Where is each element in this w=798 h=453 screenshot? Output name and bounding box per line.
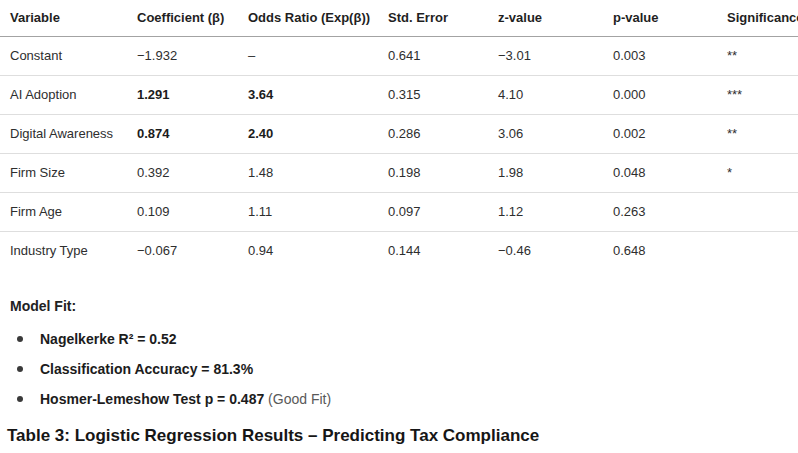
table-head: VariableCoefficient (β)Odds Ratio (Exp(β… [0, 0, 798, 36]
column-header-odds-ratio-exp: Odds Ratio (Exp(β)) [248, 0, 388, 36]
cell-odds-ratio: 1.48 [248, 153, 388, 192]
cell-significance [727, 231, 798, 270]
cell-coefficient: 0.392 [137, 153, 248, 192]
regression-results-table: VariableCoefficient (β)Odds Ratio (Exp(β… [0, 0, 798, 270]
cell-p-value: 0.002 [613, 114, 727, 153]
table-row: AI Adoption1.2913.640.3154.100.000*** [0, 75, 798, 114]
column-header-variable: Variable [0, 0, 137, 36]
cell-z-value: 3.06 [498, 114, 613, 153]
cell-coefficient: −1.932 [137, 36, 248, 75]
cell-z-value: 1.12 [498, 192, 613, 231]
cell-odds-ratio: 0.94 [248, 231, 388, 270]
cell-coefficient: 0.874 [137, 114, 248, 153]
cell-z-value: 4.10 [498, 75, 613, 114]
cell-std-error: 0.286 [388, 114, 498, 153]
cell-significance [727, 192, 798, 231]
cell-p-value: 0.003 [613, 36, 727, 75]
cell-p-value: 0.263 [613, 192, 727, 231]
column-header-std-error: Std. Error [388, 0, 498, 36]
cell-significance: * [727, 153, 798, 192]
column-header-coefficient: Coefficient (β) [137, 0, 248, 36]
cell-z-value: 1.98 [498, 153, 613, 192]
cell-std-error: 0.097 [388, 192, 498, 231]
cell-std-error: 0.198 [388, 153, 498, 192]
model-fit-item: Classification Accuracy = 81.3% [10, 361, 331, 377]
cell-odds-ratio: – [248, 36, 388, 75]
table-header-row: VariableCoefficient (β)Odds Ratio (Exp(β… [0, 0, 798, 36]
model-fit-list: Nagelkerke R² = 0.52 Classification Accur… [10, 331, 331, 407]
cell-std-error: 0.315 [388, 75, 498, 114]
column-header-significance: Significance [727, 0, 798, 36]
table-body: Constant−1.932–0.641−3.010.003**AI Adopt… [0, 36, 798, 270]
cell-z-value: −0.46 [498, 231, 613, 270]
cell-significance: ** [727, 114, 798, 153]
model-fit-heading: Model Fit: [10, 298, 331, 314]
cell-variable: Industry Type [0, 231, 137, 270]
cell-odds-ratio: 3.64 [248, 75, 388, 114]
cell-p-value: 0.648 [613, 231, 727, 270]
model-fit-value: Classification Accuracy = 81.3% [40, 361, 253, 377]
column-header-p-value: p-value [613, 0, 727, 36]
column-header-z-value: z-value [498, 0, 613, 36]
cell-coefficient: 1.291 [137, 75, 248, 114]
cell-odds-ratio: 1.11 [248, 192, 388, 231]
cell-std-error: 0.144 [388, 231, 498, 270]
cell-variable: Firm Size [0, 153, 137, 192]
cell-z-value: −3.01 [498, 36, 613, 75]
model-fit-item: Hosmer-Lemeshow Test p = 0.487 (Good Fit… [10, 391, 331, 407]
model-fit-value: Hosmer-Lemeshow Test p = 0.487 [40, 391, 264, 407]
bullet-icon [17, 396, 23, 402]
cell-variable: Constant [0, 36, 137, 75]
cell-coefficient: 0.109 [137, 192, 248, 231]
table-caption: Table 3: Logistic Regression Results – P… [7, 426, 539, 446]
bullet-icon [17, 336, 23, 342]
model-fit-value: Nagelkerke R² = 0.52 [40, 331, 177, 347]
table-row: Constant−1.932–0.641−3.010.003** [0, 36, 798, 75]
cell-std-error: 0.641 [388, 36, 498, 75]
cell-p-value: 0.000 [613, 75, 727, 114]
cell-p-value: 0.048 [613, 153, 727, 192]
table-row: Firm Age0.1091.110.0971.120.263 [0, 192, 798, 231]
cell-variable: AI Adoption [0, 75, 137, 114]
model-fit-section: Model Fit: Nagelkerke R² = 0.52 Classific… [10, 298, 331, 421]
bullet-icon [17, 366, 23, 372]
cell-odds-ratio: 2.40 [248, 114, 388, 153]
cell-variable: Digital Awareness [0, 114, 137, 153]
cell-significance: ** [727, 36, 798, 75]
document-page: VariableCoefficient (β)Odds Ratio (Exp(β… [0, 0, 798, 453]
cell-variable: Firm Age [0, 192, 137, 231]
cell-coefficient: −0.067 [137, 231, 248, 270]
table-row: Industry Type−0.0670.940.144−0.460.648 [0, 231, 798, 270]
table-row: Firm Size0.3921.480.1981.980.048* [0, 153, 798, 192]
model-fit-note: (Good Fit) [264, 391, 331, 407]
table-row: Digital Awareness0.8742.400.2863.060.002… [0, 114, 798, 153]
cell-significance: *** [727, 75, 798, 114]
model-fit-item: Nagelkerke R² = 0.52 [10, 331, 331, 347]
